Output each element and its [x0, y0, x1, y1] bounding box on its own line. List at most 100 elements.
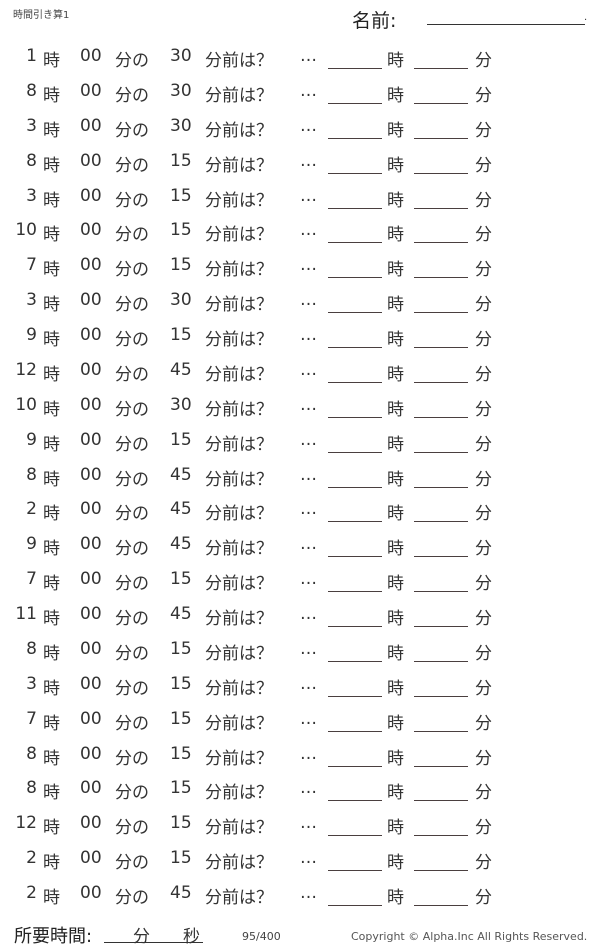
answer-hour-field[interactable]: [328, 381, 382, 383]
minus-minutes: 45: [170, 499, 192, 520]
answer-hour-unit: 時: [387, 295, 404, 316]
answer-minute-field[interactable]: [414, 695, 468, 697]
answer-minute-unit: 分: [475, 713, 492, 734]
answer-hour-field[interactable]: [328, 870, 382, 872]
answer-hour-field[interactable]: [328, 591, 382, 593]
answer-hour-unit: 時: [387, 190, 404, 211]
start-hour: 12: [15, 813, 37, 834]
answer-minute-field[interactable]: [414, 626, 468, 627]
answer-minute-field[interactable]: [414, 416, 468, 418]
minute-unit: 分の: [115, 434, 149, 455]
answer-hour-unit: 時: [387, 678, 404, 699]
answer-minute-field[interactable]: [414, 347, 468, 348]
ellipsis: …: [300, 848, 317, 869]
problem-row: 3 時 00 分の 30 分前は？… 時分: [0, 282, 600, 317]
answer-minute-field[interactable]: [414, 800, 468, 802]
answer-hour-field[interactable]: [328, 242, 382, 244]
answer-hour-field[interactable]: [328, 835, 382, 837]
minute-unit: 分の: [115, 888, 149, 908]
answer-minute-field[interactable]: [414, 242, 468, 244]
answer-minute-unit: 分: [475, 155, 492, 176]
start-minute: 00: [80, 220, 102, 241]
answer-minute-field[interactable]: [414, 870, 468, 872]
answer-hour-field[interactable]: [328, 312, 382, 314]
answer-minute-field[interactable]: [414, 137, 468, 139]
name-field[interactable]: [427, 24, 585, 25]
minus-minutes: 45: [170, 883, 192, 903]
answer-hour-field[interactable]: [328, 695, 382, 697]
answer-hour-field[interactable]: [328, 137, 382, 139]
page-number: 95/400: [242, 930, 281, 943]
answer-hour-field[interactable]: [328, 556, 382, 558]
answer-hour-field[interactable]: [328, 451, 382, 453]
answer-minute-unit: 分: [475, 853, 492, 874]
minus-minutes: 15: [170, 778, 192, 799]
answer-hour-field[interactable]: [328, 800, 382, 802]
time-min-unit: 分: [133, 927, 150, 947]
minute-unit: 分の: [115, 51, 149, 71]
answer-minute-field[interactable]: [414, 102, 468, 104]
answer-hour-field[interactable]: [328, 102, 382, 104]
minute-unit: 分の: [115, 574, 149, 595]
minus-minutes: 15: [170, 743, 192, 764]
answer-minute-unit: 分: [475, 434, 492, 455]
problem-row: 10 時 00 分の 30 分前は？ … 時 分: [0, 387, 600, 422]
answer-hour-field[interactable]: [328, 660, 382, 662]
answer-hour-field[interactable]: [328, 521, 382, 523]
question-text: 分前は？: [205, 574, 273, 595]
problem-row: 8 時 00 分の 15 分前は？… 時分: [0, 143, 600, 178]
answer-minute-field[interactable]: [414, 835, 468, 837]
answer-minute-field[interactable]: [414, 765, 468, 767]
answer-minute-unit: 分: [475, 783, 492, 804]
answer-hour-field[interactable]: [328, 277, 382, 279]
ellipsis: …: [300, 813, 317, 834]
answer-minute-field[interactable]: [414, 521, 468, 523]
answer-hour-field[interactable]: [328, 765, 382, 767]
minute-unit: 分の: [115, 85, 149, 106]
answer-minute-unit: 分: [475, 120, 492, 141]
problem-row: 7 時 00 分の 15 分前は？… 時分: [0, 701, 600, 736]
answer-minute-field[interactable]: [414, 660, 468, 662]
answer-hour-field[interactable]: [328, 730, 382, 732]
start-hour: 8: [26, 638, 37, 659]
answer-minute-field[interactable]: [414, 730, 468, 732]
answer-minute-field[interactable]: [414, 207, 468, 209]
question-text: 分前は？: [205, 609, 273, 629]
answer-minute-field[interactable]: [414, 451, 468, 453]
answer-minute-field[interactable]: [414, 312, 468, 314]
minute-unit: 分の: [115, 469, 149, 490]
answer-minute-field[interactable]: [414, 381, 468, 383]
problem-row: 8 時 00 分の 15 分前は？… 時分: [0, 770, 600, 805]
answer-minute-field[interactable]: [414, 556, 468, 558]
answer-hour-field[interactable]: [328, 626, 382, 627]
answer-hour-field[interactable]: [328, 486, 382, 488]
answer-hour-field[interactable]: [328, 905, 382, 906]
minute-unit: 分の: [115, 783, 149, 804]
answer-hour-field[interactable]: [328, 68, 382, 69]
hour-unit: 時: [43, 678, 60, 699]
hour-unit: 時: [43, 469, 60, 490]
answer-hour-field[interactable]: [328, 172, 382, 174]
start-hour: 11: [15, 604, 37, 624]
ellipsis: …: [300, 325, 317, 345]
minute-unit: 分の: [115, 364, 149, 385]
hour-unit: 時: [43, 399, 60, 420]
answer-minute-field[interactable]: [414, 68, 468, 69]
problem-row: 3 時 00 分の 30 分前は？… 時分: [0, 108, 600, 143]
answer-minute-field[interactable]: [414, 172, 468, 174]
problem-row: 7 時 00 分の 15 分前は？… 時分: [0, 247, 600, 282]
minute-unit: 分の: [115, 748, 149, 769]
answer-minute-field[interactable]: [414, 905, 468, 906]
answer-hour-field[interactable]: [328, 416, 382, 418]
start-minute: 00: [80, 290, 102, 311]
problem-row: 11 時 00 分の 45 分前は？ … 時 分: [0, 596, 600, 631]
answer-minute-field[interactable]: [414, 277, 468, 279]
time-taken-field[interactable]: [104, 942, 203, 943]
answer-minute-field[interactable]: [414, 486, 468, 488]
answer-hour-field[interactable]: [328, 347, 382, 348]
answer-minute-field[interactable]: [414, 591, 468, 593]
answer-hour-field[interactable]: [328, 207, 382, 209]
start-minute: 00: [80, 673, 102, 694]
minute-unit: 分の: [115, 539, 149, 560]
answer-hour-unit: 時: [387, 399, 404, 420]
